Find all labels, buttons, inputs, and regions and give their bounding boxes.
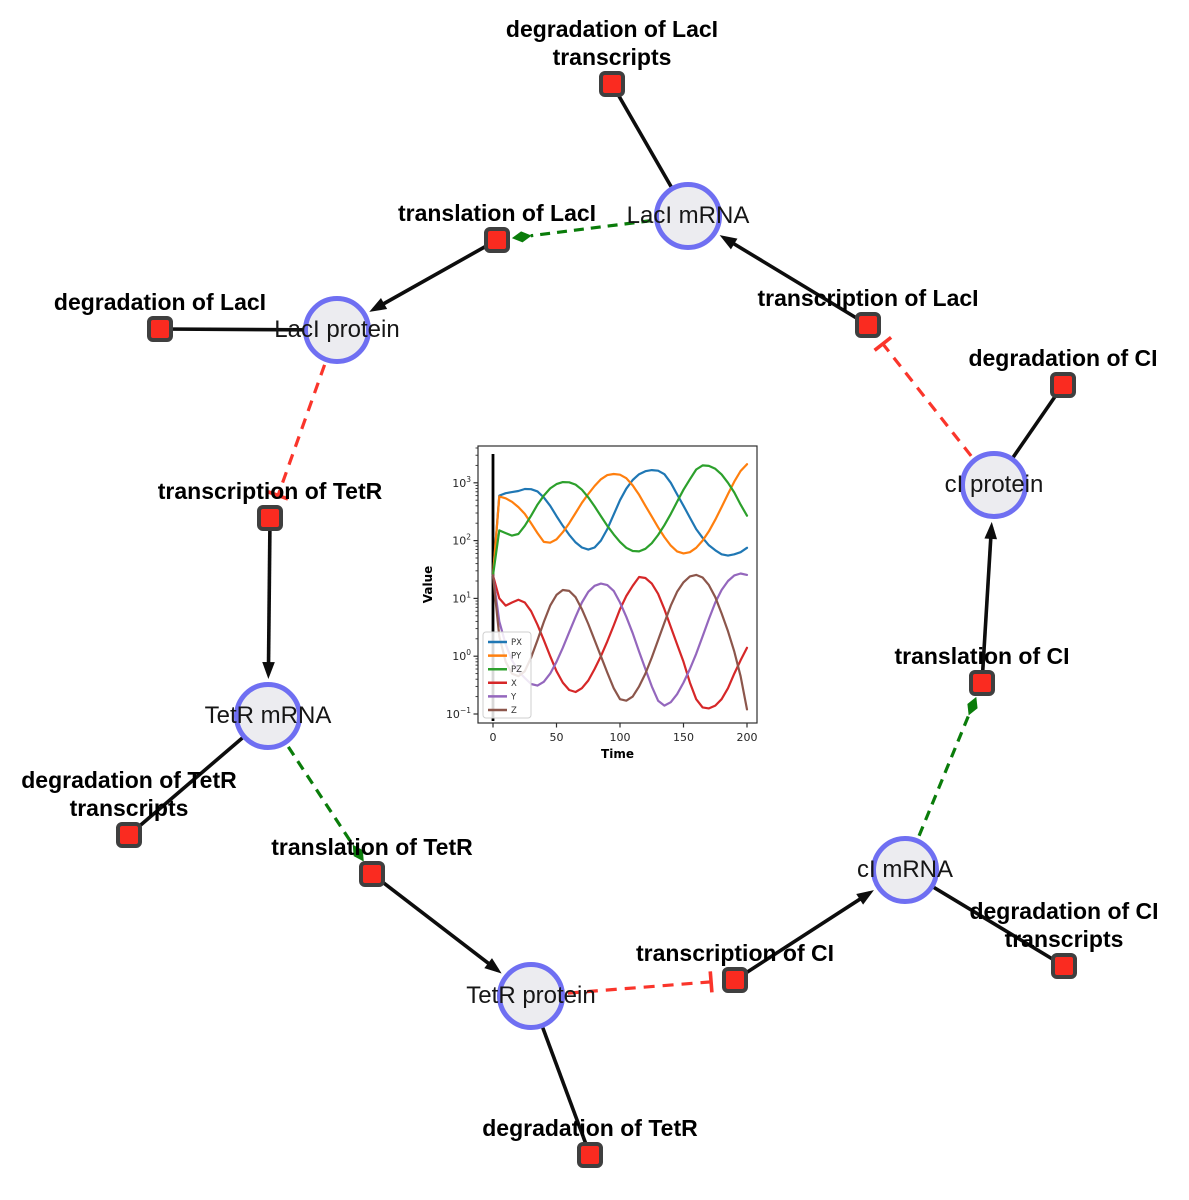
arrowhead-icon [856,890,874,905]
reaction-label-deg-tetr: degradation of TetR [482,1115,698,1141]
species-node-tetr-mrna[interactable] [234,682,302,750]
edge-tetr-protein--transcription-ci [567,971,714,995]
series-PZ [491,464,749,577]
species-label-ci-protein: cI protein [944,471,1044,498]
reaction-node-translation-tetr[interactable] [359,861,385,887]
y-tick-label: 100 [452,648,471,663]
series-PY [491,463,749,577]
reaction-node-transcription-ci[interactable] [722,967,748,993]
reaction-label-translation-laci: translation of LacI [397,200,597,226]
species-node-laci-mrna[interactable] [654,182,722,250]
species-node-ci-protein[interactable] [960,451,1028,519]
plot-frame [477,445,758,724]
reaction-label-transcription-ci: transcription of CI [635,940,835,966]
edge-ci-protein--transcription-laci [873,335,973,457]
reaction-node-deg-ci[interactable] [1050,372,1076,398]
series-group [491,463,749,711]
edge-tetr-mrna--translation-tetr [287,746,364,862]
legend-label-Y: Y [510,692,517,702]
reaction-label-translation-ci: translation of CI [894,643,1070,669]
species-label-laci-protein: LacI protein [274,316,400,343]
arrowhead-icon [984,521,998,540]
edge-ci-mrna--translation-ci [917,696,978,837]
series-Z [491,573,749,711]
x-tick-label: 50 [550,731,564,744]
edge-transcription-ci--ci-mrna [734,890,874,982]
reaction-node-deg-ci-transcripts[interactable] [1051,953,1077,979]
edge-laci-mrna--translation-laci [511,219,652,243]
reaction-node-deg-laci-transcripts[interactable] [599,71,625,97]
arrowhead-icon [719,235,738,250]
x-tick-label: 150 [673,731,694,744]
tbar-inhibition-icon [873,335,893,352]
legend-label-X: X [511,679,517,689]
x-tick-label: 0 [490,731,497,744]
edge-translation-tetr--tetr-protein [370,872,502,974]
species-node-laci-protein[interactable] [303,296,371,364]
arrowhead-icon [369,298,388,312]
species-node-ci-mrna[interactable] [871,836,939,904]
edge-transcription-tetr--tetr-mrna [262,517,275,680]
reaction-node-translation-ci[interactable] [969,670,995,696]
reaction-label-transcription-tetr: transcription of TetR [157,478,383,504]
reaction-label-deg-ci-transcripts: degradation of CI transcripts [969,898,1159,952]
tbar-inhibition-icon [708,971,714,993]
reaction-node-deg-laci[interactable] [147,316,173,342]
edge-transcription-laci--laci-mrna [719,235,869,327]
y-tick-label: 10−1 [446,706,471,721]
diamond-arrowhead-icon [511,231,532,243]
y-tick-label: 103 [452,475,471,490]
reaction-node-transcription-laci[interactable] [855,312,881,338]
reaction-node-deg-tetr-transcripts[interactable] [116,822,142,848]
reaction-label-transcription-laci: transcription of LacI [757,285,979,311]
legend-label-PY: PY [511,652,522,662]
diamond-arrowhead-icon [352,844,364,862]
species-label-tetr-mrna: TetR mRNA [204,702,332,729]
legend-label-Z: Z [511,706,517,716]
y-tick-label: 102 [452,533,471,548]
reaction-node-transcription-tetr[interactable] [257,505,283,531]
series-X [491,574,749,710]
arrowhead-icon [484,958,502,974]
x-axis-label: Time [601,747,634,761]
series-Y [491,572,749,707]
reaction-label-deg-tetr-transcripts: degradation of TetR transcripts [21,767,237,821]
simulation-plot: PX PY PZ X Y Z 0 50 100 150 200 10−1 100 101 102 103 Tim… [420,425,780,775]
series-PX [491,468,749,577]
x-tick-label: 200 [737,731,758,744]
diamond-arrowhead-icon [967,696,978,716]
reaction-label-deg-laci: degradation of LacI [53,289,267,315]
reaction-node-translation-laci[interactable] [484,227,510,253]
edge-laci-protein--transcription-tetr [267,364,327,501]
species-node-tetr-protein[interactable] [497,962,565,1030]
legend-label-PX: PX [511,638,522,648]
reaction-label-deg-ci: degradation of CI [968,345,1158,371]
reaction-node-deg-tetr[interactable] [577,1142,603,1168]
species-label-laci-mrna: LacI mRNA [626,202,750,229]
y-tick-label: 101 [452,590,471,605]
arrowhead-icon [262,661,275,680]
species-label-tetr-protein: TetR protein [466,982,596,1009]
reaction-label-deg-laci-transcripts: degradation of LacI transcripts [505,16,719,70]
legend: PX PY PZ XYZ [482,631,532,719]
edge-translation-laci--laci-protein [369,238,498,312]
species-label-ci-mrna: cI mRNA [857,856,953,883]
x-tick-label: 100 [610,731,631,744]
reaction-label-translation-tetr: translation of TetR [271,834,473,860]
y-axis-label: Value [421,566,435,604]
legend-label-PZ: PZ [511,665,522,675]
edge-translation-ci--ci-protein [980,521,998,684]
tbar-inhibition-icon [267,490,289,501]
